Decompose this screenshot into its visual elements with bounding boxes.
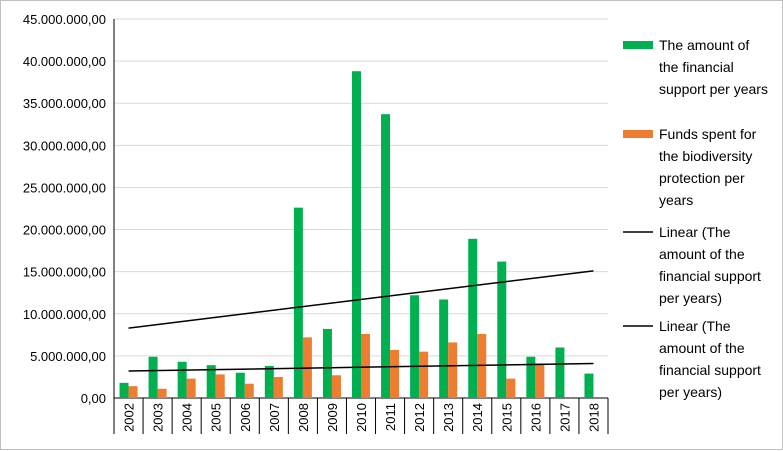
tick-labels: 0,00 5.000.000,00 10.000.000,00 15.000.000,… [23, 12, 602, 432]
axes [113, 19, 609, 434]
legend-label: financial support [659, 268, 761, 284]
x-tick-label: 2004 [180, 403, 195, 432]
bar-biodiversity-funds [331, 375, 341, 398]
bar-biodiversity-funds [186, 378, 196, 398]
legend-label: the financial [659, 59, 734, 75]
bar-financial-support [206, 365, 216, 398]
legend-swatch-bar [623, 41, 653, 49]
linear-trendline [128, 270, 594, 329]
x-tick-label: 2003 [151, 403, 166, 432]
x-tick-label: 2017 [557, 403, 572, 432]
legend-label: years [659, 192, 693, 208]
bar-financial-support [410, 295, 420, 398]
legend-label: protection per [659, 170, 745, 186]
bar-biodiversity-funds [215, 374, 225, 398]
x-tick-label: 2002 [122, 403, 137, 432]
trendlines [128, 270, 594, 372]
bar-financial-support [439, 299, 449, 398]
bar-financial-support [235, 372, 245, 398]
bar-financial-support [381, 114, 391, 398]
legend-label: support per years [659, 81, 768, 97]
bar-biodiversity-funds [535, 363, 545, 398]
bar-biodiversity-funds [157, 388, 167, 398]
y-tick-label: 20.000.000,00 [23, 223, 106, 238]
y-tick-label: 5.000.000,00 [30, 349, 106, 364]
linear-trendline [128, 362, 594, 372]
bar-financial-support [352, 71, 361, 399]
y-tick-label: 40.000.000,00 [23, 54, 106, 69]
legend-label: per years) [659, 290, 722, 306]
x-tick-label: 2018 [586, 403, 601, 432]
legend-label: per years) [659, 384, 722, 400]
x-tick-label: 2014 [470, 403, 485, 432]
x-tick-label: 2016 [528, 403, 543, 432]
bar-financial-support [177, 361, 187, 398]
x-tick-label: 2012 [412, 403, 427, 432]
x-tick-label: 2013 [441, 403, 456, 432]
bar-financial-support [119, 382, 129, 398]
y-tick-label: 30.000.000,00 [23, 138, 106, 153]
bar-biodiversity-funds [128, 386, 138, 398]
y-tick-label: 15.000.000,00 [23, 265, 106, 280]
y-tick-label: 45.000.000,00 [23, 12, 106, 27]
legend-label: Funds spent for [659, 126, 757, 142]
bar-financial-support [584, 373, 594, 398]
x-tick-label: 2010 [354, 403, 369, 432]
bar-biodiversity-funds [506, 378, 516, 398]
legend-label: Linear (The [659, 318, 731, 334]
bar-financial-support [293, 207, 303, 398]
legend-label: financial support [659, 362, 761, 378]
x-tick-label: 2007 [267, 403, 282, 432]
bar-financial-support [497, 261, 507, 398]
legend-label: amount of the [659, 246, 745, 262]
legend: The amount of the financial support per ye… [623, 37, 768, 400]
x-tick-label: 2009 [325, 403, 340, 432]
x-tick-label: 2008 [296, 403, 311, 432]
x-tick-label: 2011 [383, 403, 398, 431]
legend-swatch-bar [623, 130, 653, 138]
bar-biodiversity-funds [244, 383, 254, 398]
bar-biodiversity-funds [361, 333, 370, 398]
bar-financial-support [526, 356, 536, 398]
bar-biodiversity-funds [273, 376, 283, 398]
bar-financial-support [264, 365, 274, 398]
bar-financial-support [555, 347, 565, 398]
legend-label: The amount of [659, 37, 749, 53]
y-tick-label: 0,00 [81, 391, 106, 406]
bar-financial-support [468, 238, 478, 398]
bar-biodiversity-funds [448, 342, 458, 398]
y-tick-label: 10.000.000,00 [23, 307, 106, 322]
x-tick-label: 2015 [499, 403, 514, 432]
legend-label: amount of the [659, 340, 745, 356]
x-tick-label: 2005 [209, 403, 224, 432]
y-tick-label: 25.000.000,00 [23, 180, 106, 195]
bar-financial-support [322, 328, 332, 398]
bar-biodiversity-funds [390, 349, 400, 398]
bar-financial-support [148, 356, 158, 398]
legend-label: the biodiversity [659, 148, 752, 164]
legend-label: Linear (The [659, 224, 731, 240]
bar-biodiversity-funds [419, 351, 429, 398]
bars [119, 71, 594, 399]
y-tick-label: 35.000.000,00 [23, 96, 106, 111]
x-tick-label: 2006 [238, 403, 253, 432]
